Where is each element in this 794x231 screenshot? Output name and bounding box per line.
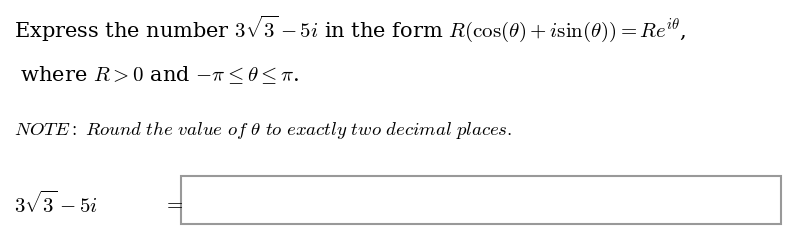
Text: $\mathit{NOTE{:}\ Round\ the\ value\ of\ \theta \ to\ exactly\ two\ decimal\ pla: $\mathit{NOTE{:}\ Round\ the\ value\ of\… bbox=[14, 120, 513, 141]
Text: where $R > 0$ and $-\pi \leq \theta \leq \pi$.: where $R > 0$ and $-\pi \leq \theta \leq… bbox=[14, 65, 299, 86]
Text: Express the number $3\sqrt{3} - 5i$ in the form $R(\cos(\theta) + i\sin(\theta)): Express the number $3\sqrt{3} - 5i$ in t… bbox=[14, 14, 687, 44]
FancyBboxPatch shape bbox=[181, 176, 781, 224]
Text: $=$: $=$ bbox=[163, 194, 183, 213]
Text: $3\sqrt{3} - 5i$: $3\sqrt{3} - 5i$ bbox=[14, 190, 98, 216]
